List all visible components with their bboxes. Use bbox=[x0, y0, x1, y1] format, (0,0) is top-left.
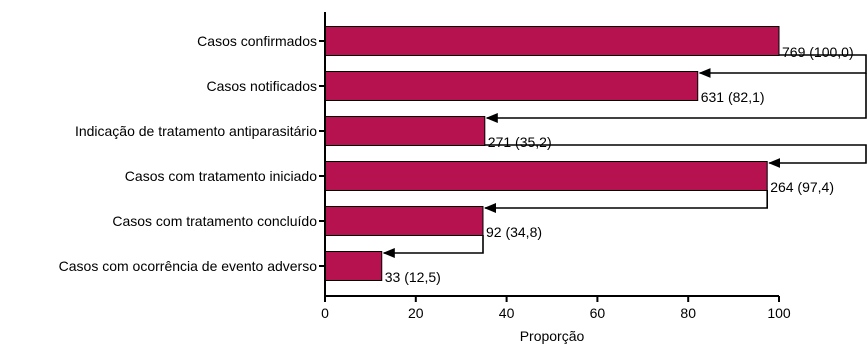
x-tick-label-80: 80 bbox=[680, 305, 696, 321]
category-label-3: Indicação de tratamento antiparasitário bbox=[75, 123, 317, 139]
bars-layer bbox=[324, 26, 780, 281]
data-label-6: 33 (12,5) bbox=[385, 269, 441, 285]
category-label-6: Casos com ocorrência de evento adverso bbox=[59, 258, 318, 274]
data-label-5: 92 (34,8) bbox=[486, 224, 542, 240]
category-label-4: Casos com tratamento iniciado bbox=[125, 168, 317, 184]
labels-layer: Casos confirmados 769 (100,0) Casos notifi… bbox=[59, 33, 854, 321]
category-label-5: Casos com tratamento concluído bbox=[112, 213, 317, 229]
flow-arrow-3 bbox=[484, 144, 867, 168]
data-label-3: 271 (35,2) bbox=[488, 134, 552, 150]
flow-arrow-4 bbox=[484, 190, 769, 213]
bar-1 bbox=[324, 26, 780, 56]
x-axis-title: Proporção bbox=[520, 328, 585, 344]
x-tick-label-20: 20 bbox=[408, 305, 424, 321]
bar-6 bbox=[324, 251, 383, 281]
data-label-1: 769 (100,0) bbox=[782, 44, 854, 60]
bar-5 bbox=[324, 206, 484, 236]
bar-2 bbox=[324, 71, 699, 101]
data-label-4: 264 (97,4) bbox=[770, 179, 834, 195]
category-label-2: Casos notificados bbox=[206, 78, 317, 94]
x-tick-label-40: 40 bbox=[499, 305, 515, 321]
x-tick-label-60: 60 bbox=[590, 305, 606, 321]
category-label-1: Casos confirmados bbox=[197, 33, 317, 49]
flow-arrow-2 bbox=[485, 73, 867, 123]
bar-3 bbox=[324, 116, 486, 146]
bar-4 bbox=[324, 161, 768, 191]
x-tick-label-0: 0 bbox=[321, 305, 329, 321]
x-tick-label-100: 100 bbox=[767, 305, 791, 321]
axes-layer bbox=[319, 12, 780, 302]
flow-arrow-1 bbox=[698, 54, 867, 78]
flow-arrows-layer bbox=[382, 54, 867, 258]
data-label-2: 631 (82,1) bbox=[701, 89, 765, 105]
flow-arrow-5 bbox=[382, 235, 484, 258]
